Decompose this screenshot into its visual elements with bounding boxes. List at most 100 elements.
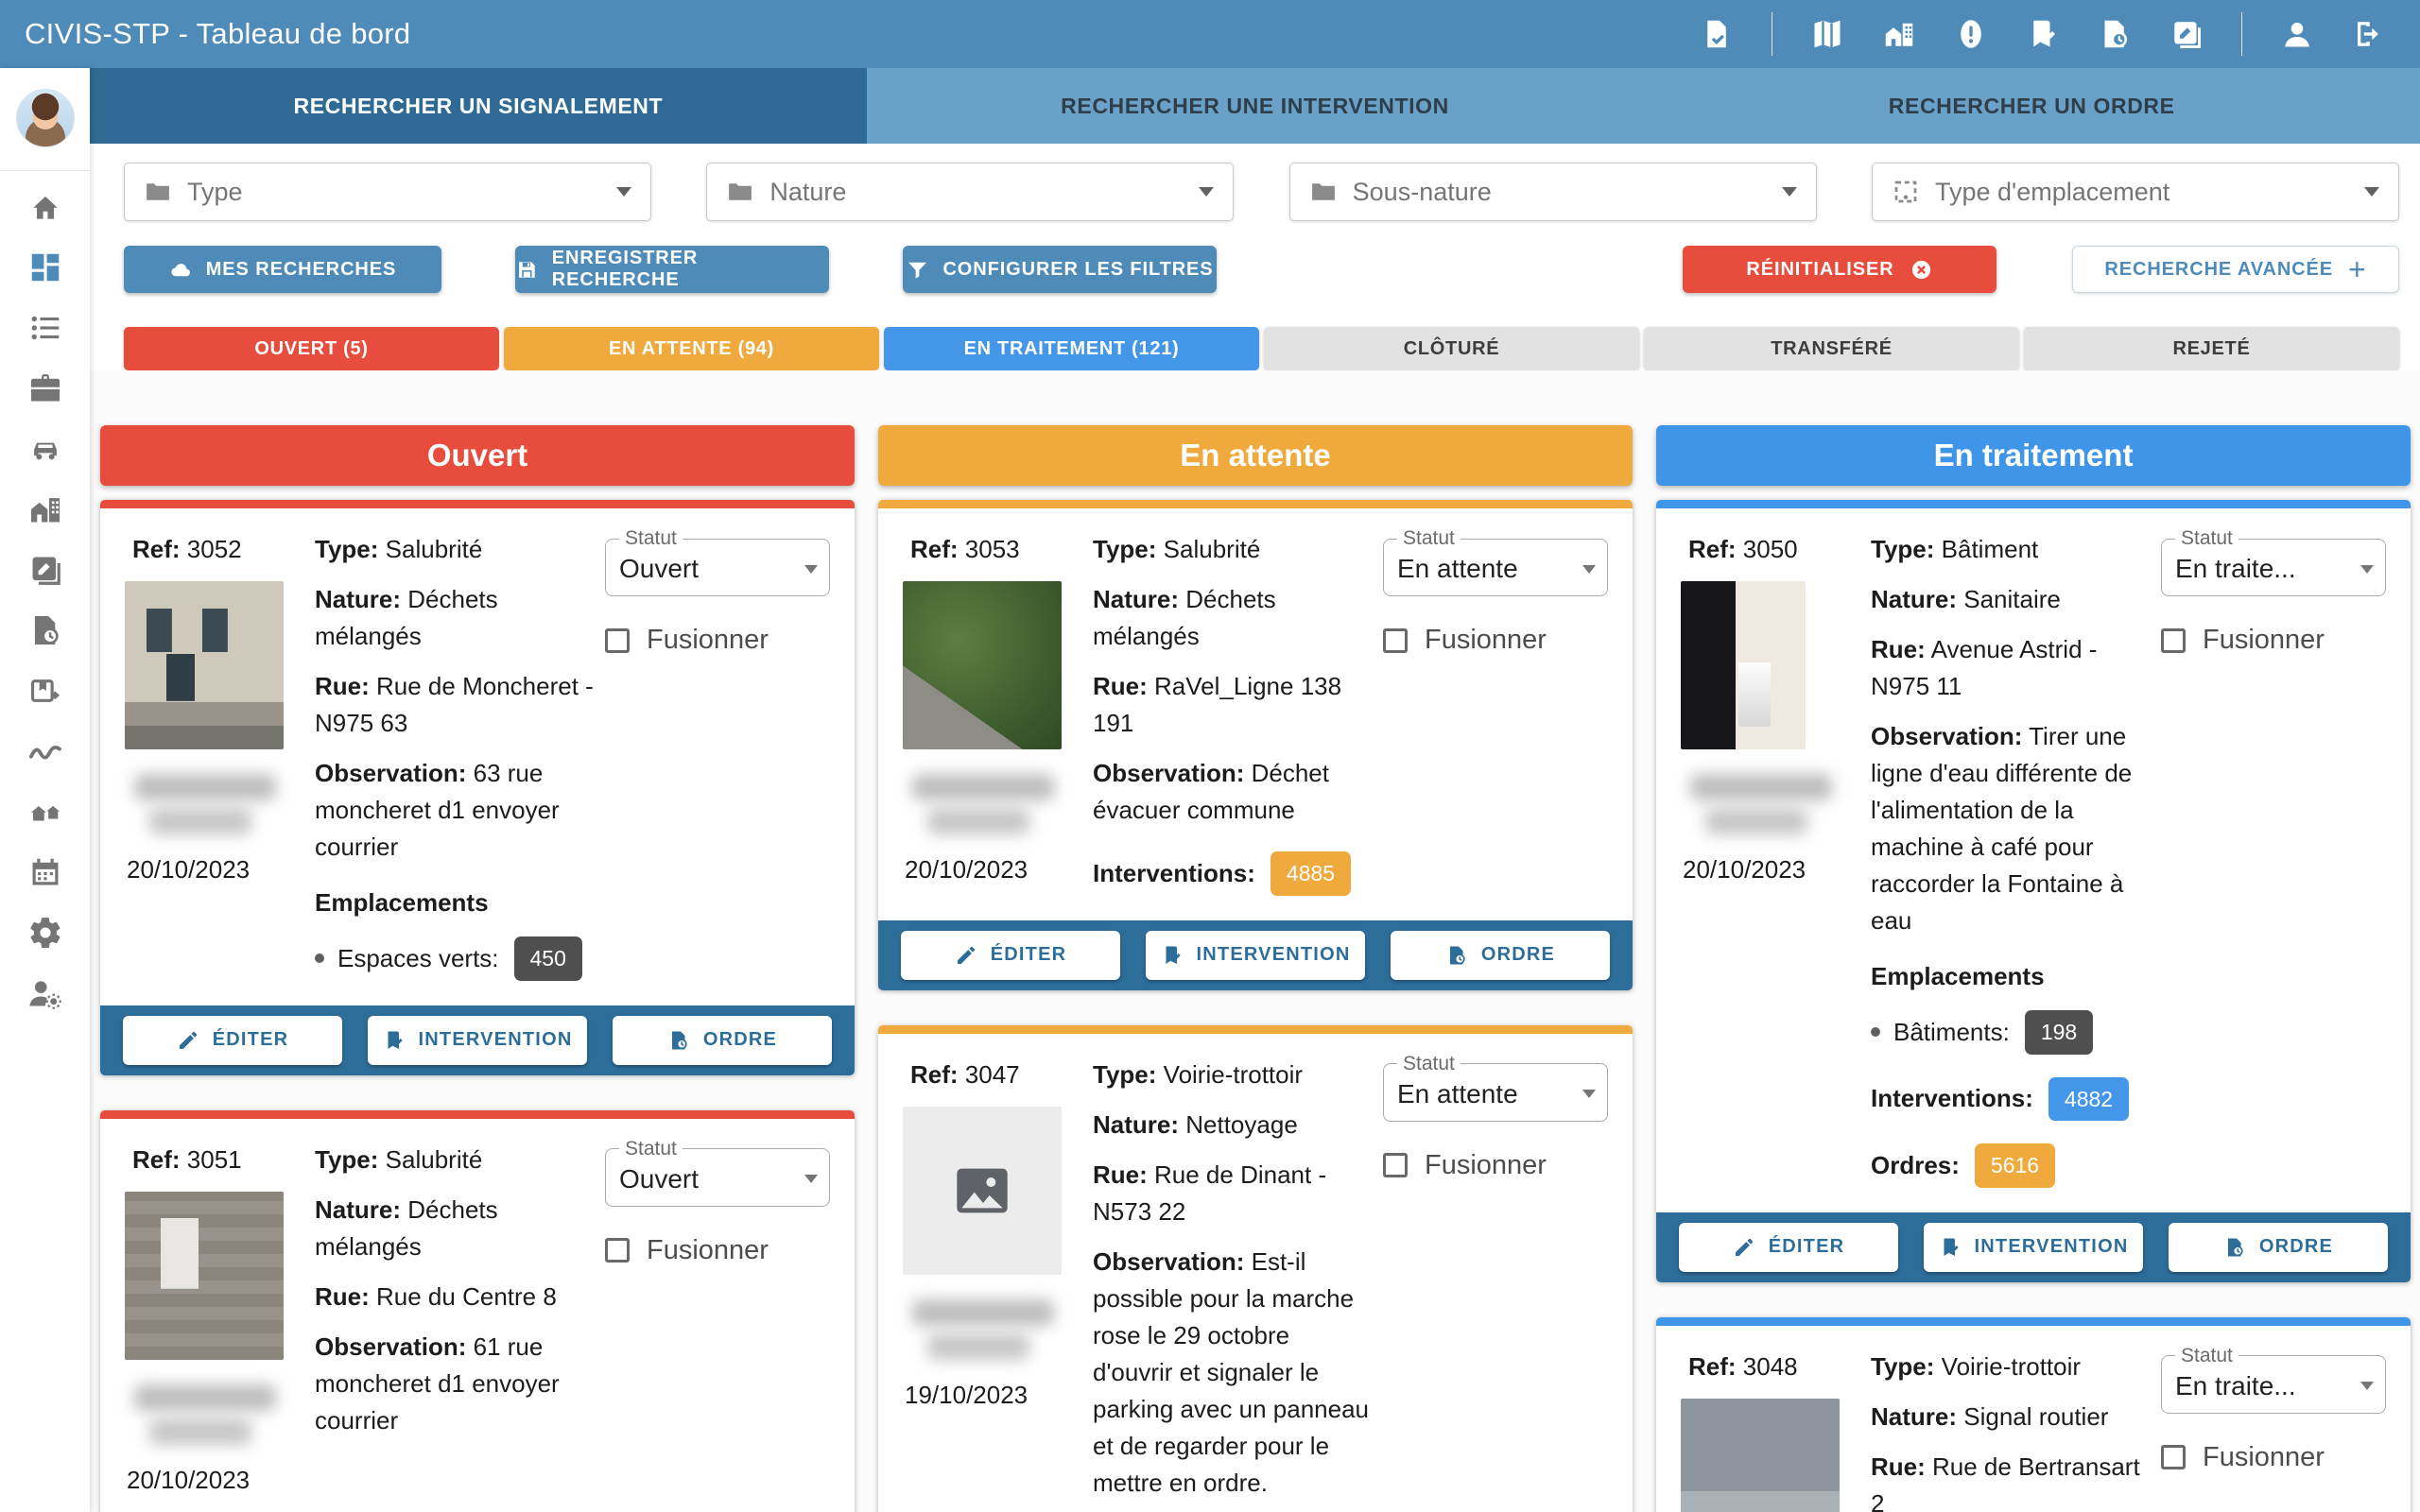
status-tab-rejete[interactable]: REJETÉ (2024, 327, 2399, 370)
rue-row: Rue: Rue de Moncheret - N975 63 (315, 672, 594, 737)
type-select[interactable]: Type (124, 163, 651, 221)
reinitialiser-button[interactable]: RÉINITIALISER (1683, 246, 1996, 293)
sidebar-item-buildings[interactable] (0, 479, 90, 540)
alert-icon[interactable] (1954, 17, 1988, 51)
mes-recherches-button[interactable]: MES RECHERCHES (124, 246, 441, 293)
fusionner-checkbox[interactable] (605, 1238, 630, 1263)
sidebar-item-list[interactable] (0, 298, 90, 358)
ref: Ref: 3052 (132, 535, 242, 563)
status-tab-ouvert[interactable]: OUVERT (5) (124, 327, 499, 370)
observation-row: Observation: 61 rue moncheret d1 envoyer… (315, 1332, 560, 1435)
tab-rechercher-ordre[interactable]: RECHERCHER UN ORDRE (1888, 93, 2175, 118)
intervention-button[interactable]: INTERVENTION (1924, 1222, 2143, 1272)
editer-button[interactable]: ÉDITER (1679, 1222, 1898, 1272)
signalement-photo[interactable] (903, 1106, 1062, 1275)
type-row: Type: Salubrité (315, 535, 483, 563)
card-date: 19/10/2023 (905, 1380, 1028, 1409)
nature-select[interactable]: Nature (706, 163, 1235, 221)
signalement-photo[interactable] (125, 581, 284, 749)
note-edit-icon[interactable] (2169, 17, 2204, 51)
column-en-attente: En attente Ref: 3053 20/10/2023 Type: Sa… (878, 425, 1633, 1512)
file-clock-icon[interactable] (2098, 17, 2132, 51)
tab-rechercher-signalement[interactable]: RECHERCHER UN SIGNALEMENT (90, 68, 867, 144)
sous-nature-select[interactable]: Sous-nature (1288, 163, 1817, 221)
logout-icon[interactable] (2352, 17, 2386, 51)
sidebar-item-export[interactable] (0, 661, 90, 721)
configurer-filtres-button[interactable]: CONFIGURER LES FILTRES (903, 246, 1217, 293)
type-row: Type: Salubrité (315, 1144, 483, 1174)
sidebar-item-statistics[interactable] (0, 721, 90, 782)
author-name-redacted (1705, 808, 1807, 834)
chevron-down-icon (804, 1175, 818, 1183)
statut-select[interactable]: Statut En traite... (2161, 1344, 2386, 1414)
signalement-card: Ref: 3052 20/10/2023 Type: Salubrité Nat… (100, 500, 855, 1075)
sidebar-item-vehicles[interactable] (0, 419, 90, 479)
emplacement-item: Espaces verts: 450 (315, 936, 597, 981)
ordres-row: Ordres: 5616 (1871, 1143, 2153, 1188)
rue-row: Rue: RaVel_Ligne 138 191 (1093, 672, 1342, 737)
sidebar-item-ordres[interactable] (0, 600, 90, 661)
bookmark-edit-icon (1939, 1236, 1962, 1259)
sidebar-item-dashboard[interactable] (0, 237, 90, 298)
signalement-photo[interactable] (1681, 1398, 1840, 1512)
toolbar: MES RECHERCHES ENREGISTRER RECHERCHE CON… (90, 221, 2420, 293)
statut-select[interactable]: Statut Ouvert (605, 1137, 830, 1207)
status-tab-transfere[interactable]: TRANSFÉRÉ (1644, 327, 2019, 370)
statut-select[interactable]: Statut En traite... (2161, 527, 2386, 596)
intervention-badge[interactable]: 4882 (2048, 1076, 2130, 1121)
status-tab-en-attente[interactable]: EN ATTENTE (94) (504, 327, 879, 370)
type-emplacement-select[interactable]: Type d'emplacement (1871, 163, 2399, 221)
fusionner-checkbox[interactable] (2161, 627, 2186, 653)
fusionner-checkbox[interactable] (605, 627, 630, 653)
ref: Ref: 3047 (910, 1059, 1020, 1089)
avatar[interactable] (15, 89, 75, 147)
sidebar-item-settings[interactable] (0, 902, 90, 963)
signalement-photo[interactable] (1681, 581, 1806, 749)
observation-row: Observation: Déchet évacuer commune (1093, 759, 1329, 824)
ref: Ref: 3048 (1688, 1351, 1798, 1381)
file-check-icon[interactable] (1700, 17, 1734, 51)
fusionner-checkbox[interactable] (1383, 1153, 1408, 1177)
bookmark-edit-icon (1161, 944, 1184, 967)
enregistrer-recherche-button[interactable]: ENREGISTRER RECHERCHE (515, 246, 829, 293)
status-tab-en-traitement[interactable]: EN TRAITEMENT (121) (884, 327, 1259, 370)
author-name-redacted (149, 808, 251, 834)
editer-button[interactable]: ÉDITER (123, 1015, 342, 1065)
emplacement-badge[interactable]: 450 (513, 936, 582, 981)
status-tab-cloture[interactable]: CLÔTURÉ (1264, 327, 1639, 370)
sidebar-item-user-admin[interactable] (0, 963, 90, 1023)
intervention-badge[interactable]: 4885 (1270, 851, 1352, 896)
ordre-button[interactable]: ORDRE (1391, 930, 1610, 980)
chevron-down-icon (804, 564, 818, 574)
emplacement-badge[interactable]: 198 (2024, 1010, 2094, 1055)
statut-select[interactable]: Statut Ouvert (605, 527, 830, 596)
ordre-button[interactable]: ORDRE (613, 1015, 832, 1065)
account-icon[interactable] (2280, 17, 2314, 51)
map-icon[interactable] (1810, 17, 1844, 51)
sidebar-item-calendar[interactable] (0, 842, 90, 902)
signalement-photo[interactable] (125, 1191, 284, 1360)
sidebar-item-briefcase[interactable] (0, 358, 90, 419)
sidebar-item-signalements[interactable] (0, 540, 90, 600)
signalement-photo[interactable] (903, 581, 1062, 749)
statut-select[interactable]: Statut En attente (1383, 1052, 1608, 1122)
bookmark-edit-icon[interactable] (2026, 17, 2060, 51)
sidebar-item-patrimoine[interactable] (0, 782, 90, 842)
recherche-avancee-button[interactable]: RECHERCHE AVANCÉE + (2072, 246, 2399, 293)
editer-button[interactable]: ÉDITER (901, 930, 1120, 980)
pencil-icon (177, 1029, 199, 1052)
fusionner-field: Fusionner (2161, 625, 2386, 656)
emplacements-heading: Emplacements (1871, 962, 2045, 990)
intervention-button[interactable]: INTERVENTION (1146, 930, 1365, 980)
fusionner-checkbox[interactable] (1383, 627, 1408, 653)
intervention-button[interactable]: INTERVENTION (368, 1015, 587, 1065)
type-row: Type: Voirie-trottoir (1093, 1059, 1304, 1089)
tab-rechercher-intervention[interactable]: RECHERCHER UNE INTERVENTION (1061, 93, 1449, 118)
ordre-badge[interactable]: 5616 (1974, 1143, 2056, 1188)
sidebar-item-home[interactable] (0, 177, 90, 237)
fusionner-checkbox[interactable] (2161, 1445, 2186, 1469)
pencil-icon (955, 944, 977, 967)
ordre-button[interactable]: ORDRE (2169, 1222, 2388, 1272)
building-icon[interactable] (1882, 17, 1916, 51)
statut-select[interactable]: Statut En attente (1383, 527, 1608, 596)
